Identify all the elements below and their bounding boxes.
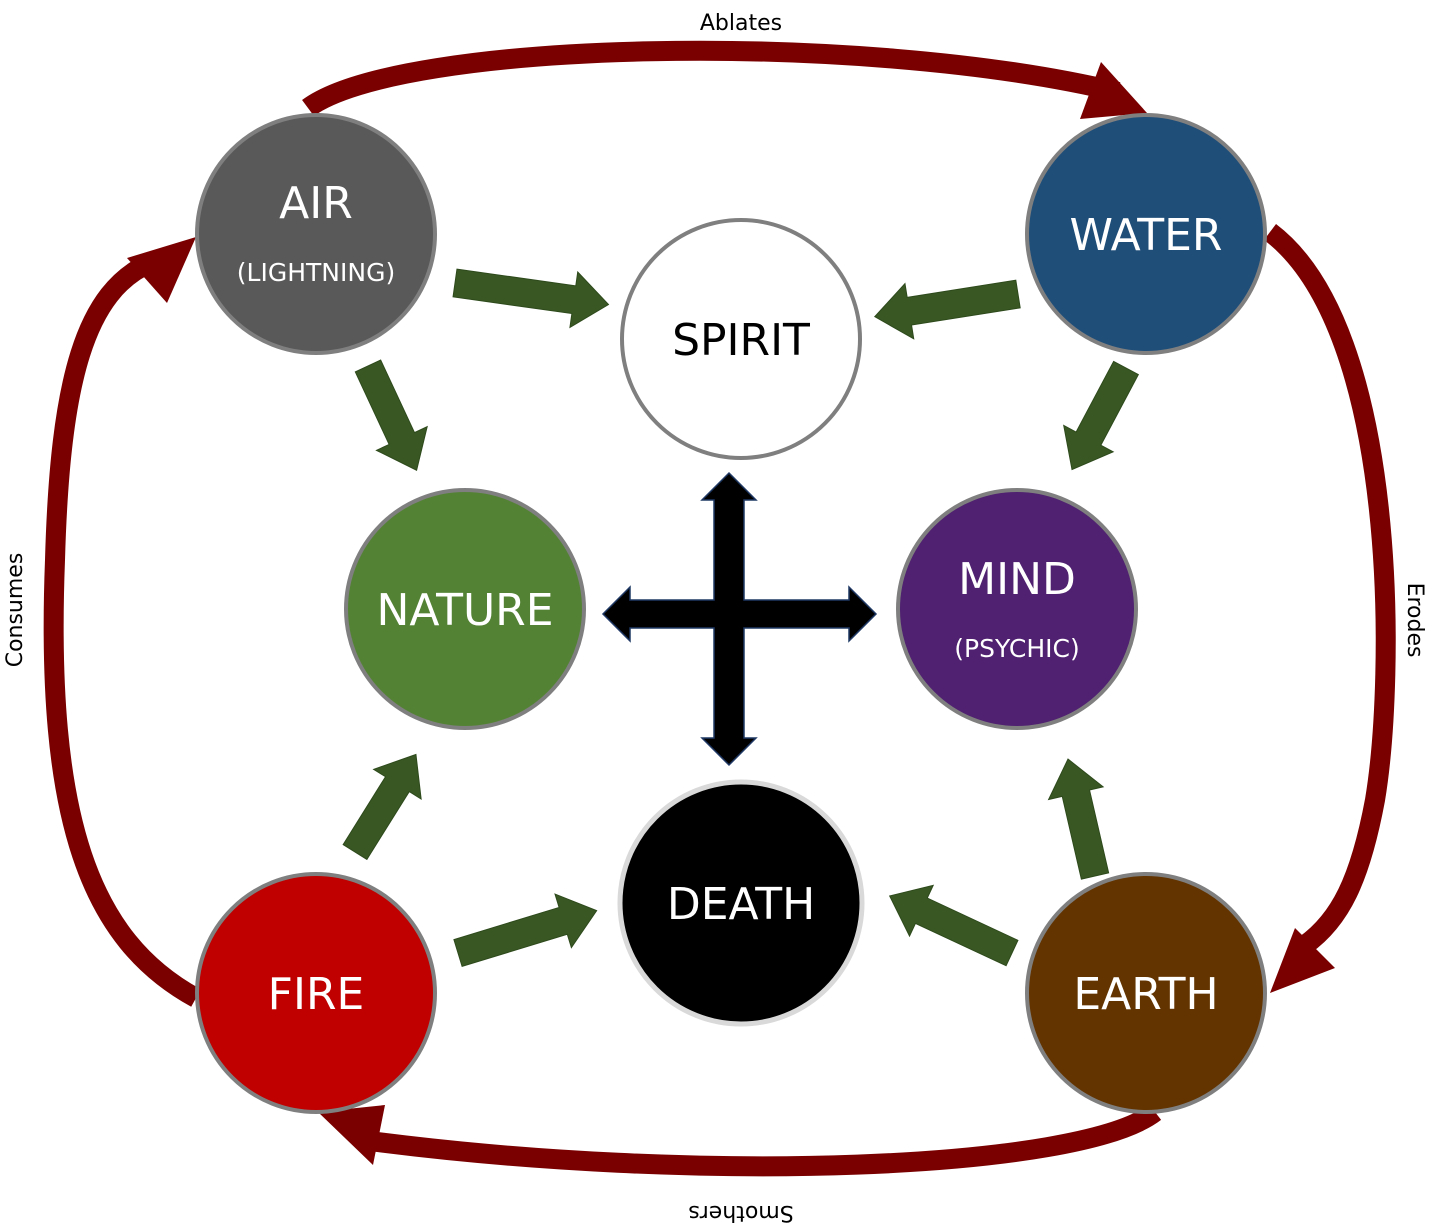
node-water: WATER (1025, 113, 1267, 355)
node-death-circle (617, 779, 865, 1027)
node-death: DEATH (617, 779, 865, 1027)
node-mind-sublabel: (PSYCHIC) (954, 634, 1079, 663)
node-spirit-label: SPIRIT (672, 315, 810, 366)
node-mind-circle (896, 488, 1138, 730)
node-spirit: SPIRIT (620, 218, 862, 460)
node-earth-label: EARTH (1073, 969, 1218, 1020)
node-earth-circle (1025, 872, 1267, 1114)
node-spirit-circle (620, 218, 862, 460)
node-nature-circle (344, 488, 586, 730)
node-air-sublabel: (LIGHTNING) (237, 258, 395, 287)
cycle-arrowhead-consumes (127, 237, 196, 303)
cycle-arrows (43, 40, 1396, 1177)
cycle-arrowhead-ablates (1080, 62, 1147, 119)
node-air-circle (195, 113, 437, 355)
node-mind-label: MIND (958, 554, 1076, 605)
flow-arrow-air-nature (354, 359, 428, 471)
flow-arrow-earth-death (888, 884, 1019, 967)
node-nature-label: NATURE (376, 585, 553, 636)
flow-arrow-earth-mind (1047, 758, 1110, 880)
flow-arrow-fire-death (453, 893, 598, 968)
cycle-arrow-erodes (1263, 224, 1396, 954)
cross-arrow (601, 471, 878, 767)
node-mind: MIND (PSYCHIC) (896, 488, 1138, 730)
flow-arrow-water-spirit (873, 279, 1021, 340)
flow-arrow-fire-nature (342, 753, 422, 861)
flow-arrow-air-spirit (452, 268, 610, 329)
flow-arrow-water-mind (1063, 360, 1140, 471)
cycle-arrow-ablates (302, 40, 1121, 117)
node-water-circle (1025, 113, 1267, 355)
node-nature: NATURE (344, 488, 586, 730)
node-air: AIR (LIGHTNING) (195, 113, 437, 355)
cycle-label-smothers: Smothers (688, 1200, 793, 1225)
node-earth: EARTH (1025, 872, 1267, 1114)
node-fire-circle (195, 872, 437, 1114)
node-fire-label: FIRE (268, 969, 365, 1020)
flow-arrows (342, 268, 1140, 968)
cycle-label-erodes: Erodes (1402, 583, 1427, 658)
cycle-label-consumes: Consumes (3, 553, 28, 668)
node-water-label: WATER (1069, 210, 1222, 261)
node-death-label: DEATH (667, 879, 815, 930)
cycle-arrowhead-smothers (318, 1105, 385, 1165)
cross-arrow-shape (601, 471, 878, 767)
node-fire: FIRE (195, 872, 437, 1114)
cycle-arrow-smothers (360, 1103, 1162, 1177)
cycle-label-ablates: Ablates (700, 11, 782, 36)
node-air-label: AIR (279, 178, 353, 229)
cycle-arrow-consumes (43, 252, 201, 1007)
cycle-arrowhead-erodes (1270, 928, 1335, 993)
